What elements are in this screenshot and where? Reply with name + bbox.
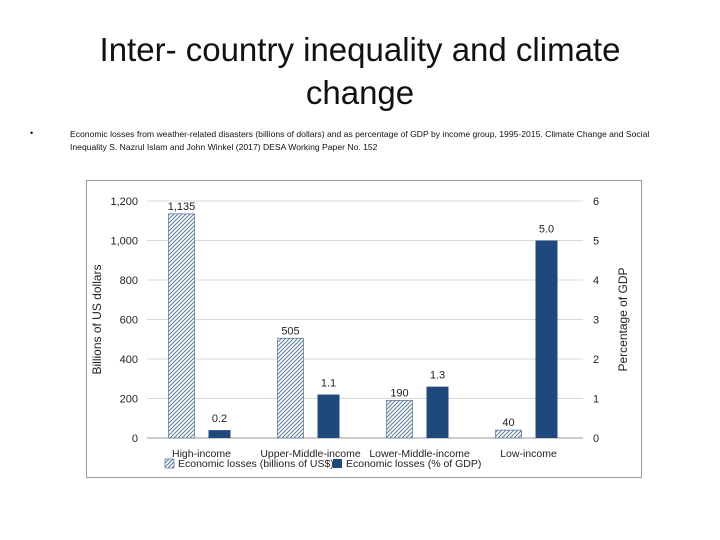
y2-tick-label: 3: [593, 315, 599, 327]
data-label-gdp-pct: 5.0: [539, 224, 554, 236]
bar-losses-gdp-pct: [426, 386, 449, 438]
slide-title: Inter- country inequality and climate ch…: [99, 31, 621, 111]
category-label: Low-income: [500, 448, 557, 460]
income-group-losses-chart: 0 200 400 600 800 1,000 1,200 0 1 2 3 4 5 6 Billions o…: [90, 196, 630, 470]
category-label: Upper-Middle-income: [260, 448, 361, 460]
legend-swatch-gdp-pct: [333, 459, 342, 468]
data-label-billions: 190: [390, 387, 408, 399]
y-axis-title: Billions of US dollars: [90, 264, 104, 374]
bar-losses-billions: [277, 337, 304, 439]
grid-lines: [147, 200, 583, 439]
data-label-gdp-pct: 1.3: [430, 370, 445, 382]
bar-losses-gdp-pct: [535, 240, 558, 438]
y-tick-label: 400: [120, 354, 138, 366]
y2-tick-label: 5: [593, 236, 599, 248]
bar-losses-billions: [168, 213, 195, 439]
labels: 0 200 400 600 800 1,000 1,200 0 1 2 3 4 5 6 Billions o…: [90, 196, 630, 470]
chart-frame: 0 200 400 600 800 1,000 1,200 0 1 2 3 4 5 6 Billions o…: [86, 180, 642, 478]
y2-tick-label: 0: [593, 433, 599, 445]
data-label-gdp-pct: 0.2: [212, 413, 227, 425]
y-tick-label: 1,200: [110, 196, 138, 208]
bar-losses-gdp-pct: [208, 430, 231, 438]
data-label-billions: 40: [502, 417, 514, 429]
data-label-billions: 505: [281, 325, 299, 337]
category-label: Lower-Middle-income: [369, 448, 470, 460]
y2-tick-label: 4: [593, 275, 599, 287]
y-tick-label: 600: [120, 315, 138, 327]
y-tick-label: 0: [132, 433, 138, 445]
bullet-marker: •: [30, 128, 34, 138]
y2-tick-label: 6: [593, 196, 599, 208]
category-label: High-income: [172, 448, 231, 460]
legend-label-gdp-pct: Economic losses (% of GDP): [346, 458, 481, 470]
y-tick-label: 200: [120, 394, 138, 406]
chart-caption: Economic losses from weather-related dis…: [70, 129, 650, 152]
bar-losses-gdp-pct: [317, 394, 340, 438]
legend-swatch-billions: [164, 458, 175, 469]
bars: [168, 213, 558, 439]
y-tick-label: 1,000: [110, 236, 138, 248]
y-tick-label: 800: [120, 275, 138, 287]
bar-losses-billions: [495, 429, 522, 439]
data-label-billions: 1,135: [168, 201, 196, 213]
y2-axis-title: Percentage of GDP: [616, 267, 630, 371]
bar-losses-billions: [386, 400, 413, 439]
legend-label-billions: Economic losses (billions of US$): [178, 458, 334, 470]
y2-tick-label: 2: [593, 354, 599, 366]
y2-tick-label: 1: [593, 394, 599, 406]
data-label-gdp-pct: 1.1: [321, 378, 336, 390]
